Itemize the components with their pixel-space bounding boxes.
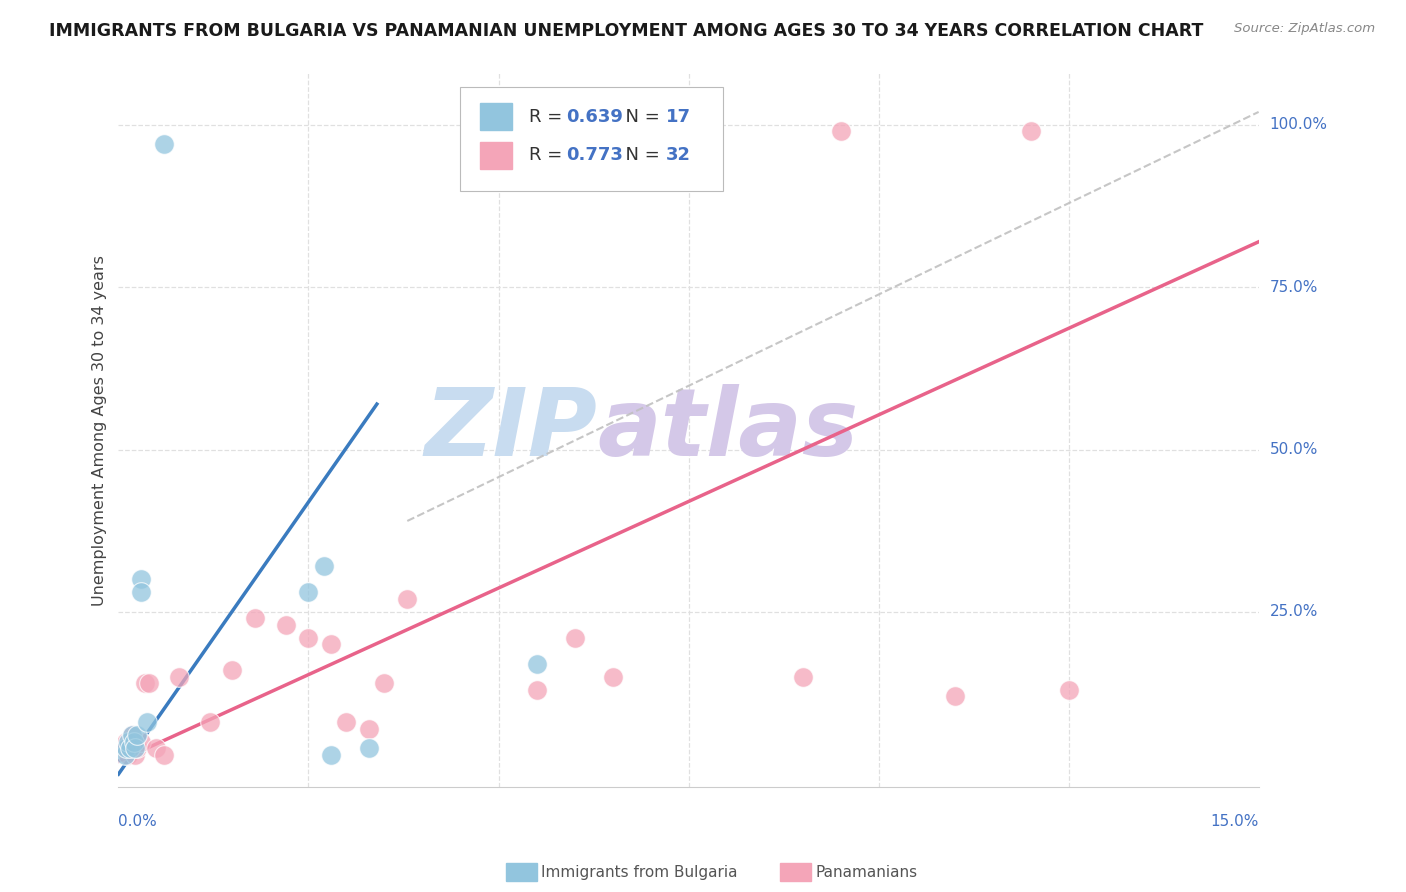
- Text: R =: R =: [529, 108, 568, 126]
- Text: 0.773: 0.773: [567, 146, 623, 164]
- Bar: [479, 103, 512, 130]
- FancyBboxPatch shape: [461, 87, 723, 191]
- Point: [117, 735, 139, 749]
- Point: [321, 637, 343, 651]
- Text: ZIP: ZIP: [425, 384, 598, 476]
- Point: [221, 663, 243, 677]
- Bar: [479, 142, 512, 169]
- Text: 100.0%: 100.0%: [1270, 118, 1327, 132]
- Point: [124, 741, 146, 756]
- Point: [114, 747, 136, 762]
- Y-axis label: Unemployment Among Ages 30 to 34 years: Unemployment Among Ages 30 to 34 years: [93, 254, 107, 606]
- Text: Immigrants from Bulgaria: Immigrants from Bulgaria: [541, 865, 738, 880]
- Text: atlas: atlas: [598, 384, 859, 476]
- Point: [396, 591, 419, 606]
- Point: [129, 585, 152, 599]
- Text: N =: N =: [614, 108, 666, 126]
- Point: [129, 735, 152, 749]
- Text: 75.0%: 75.0%: [1270, 280, 1317, 294]
- Point: [118, 741, 141, 756]
- Point: [138, 676, 160, 690]
- Text: Panamanians: Panamanians: [815, 865, 918, 880]
- Point: [373, 676, 395, 690]
- Point: [121, 728, 143, 742]
- Point: [602, 670, 624, 684]
- Text: 0.639: 0.639: [567, 108, 623, 126]
- Point: [297, 585, 319, 599]
- Text: 0.0%: 0.0%: [118, 814, 157, 830]
- Text: 25.0%: 25.0%: [1270, 605, 1317, 619]
- Point: [129, 573, 152, 587]
- Point: [134, 676, 156, 690]
- Point: [114, 741, 136, 756]
- Point: [121, 728, 143, 742]
- Point: [136, 715, 159, 730]
- Text: Source: ZipAtlas.com: Source: ZipAtlas.com: [1234, 22, 1375, 36]
- Point: [297, 631, 319, 645]
- Point: [115, 741, 138, 756]
- Point: [526, 682, 548, 697]
- Text: 50.0%: 50.0%: [1270, 442, 1317, 457]
- Point: [526, 657, 548, 671]
- Point: [127, 741, 149, 756]
- Point: [198, 715, 221, 730]
- Point: [943, 690, 966, 704]
- Point: [1019, 124, 1042, 138]
- Point: [792, 670, 814, 684]
- Point: [118, 741, 141, 756]
- Point: [321, 747, 343, 762]
- Point: [153, 747, 176, 762]
- Text: R =: R =: [529, 146, 568, 164]
- Point: [117, 747, 139, 762]
- Point: [245, 611, 267, 625]
- Point: [122, 735, 145, 749]
- Point: [564, 631, 586, 645]
- Text: 32: 32: [665, 146, 690, 164]
- Point: [274, 618, 297, 632]
- Point: [145, 741, 167, 756]
- Point: [124, 747, 146, 762]
- Text: 15.0%: 15.0%: [1211, 814, 1258, 830]
- Point: [153, 137, 176, 152]
- Point: [335, 715, 357, 730]
- Point: [127, 728, 149, 742]
- Point: [167, 670, 190, 684]
- Text: 17: 17: [665, 108, 690, 126]
- Point: [359, 722, 381, 736]
- Point: [312, 559, 335, 574]
- Point: [830, 124, 852, 138]
- Point: [359, 741, 381, 756]
- Point: [122, 735, 145, 749]
- Point: [1057, 682, 1080, 697]
- Point: [115, 735, 138, 749]
- Text: IMMIGRANTS FROM BULGARIA VS PANAMANIAN UNEMPLOYMENT AMONG AGES 30 TO 34 YEARS CO: IMMIGRANTS FROM BULGARIA VS PANAMANIAN U…: [49, 22, 1204, 40]
- Text: N =: N =: [614, 146, 666, 164]
